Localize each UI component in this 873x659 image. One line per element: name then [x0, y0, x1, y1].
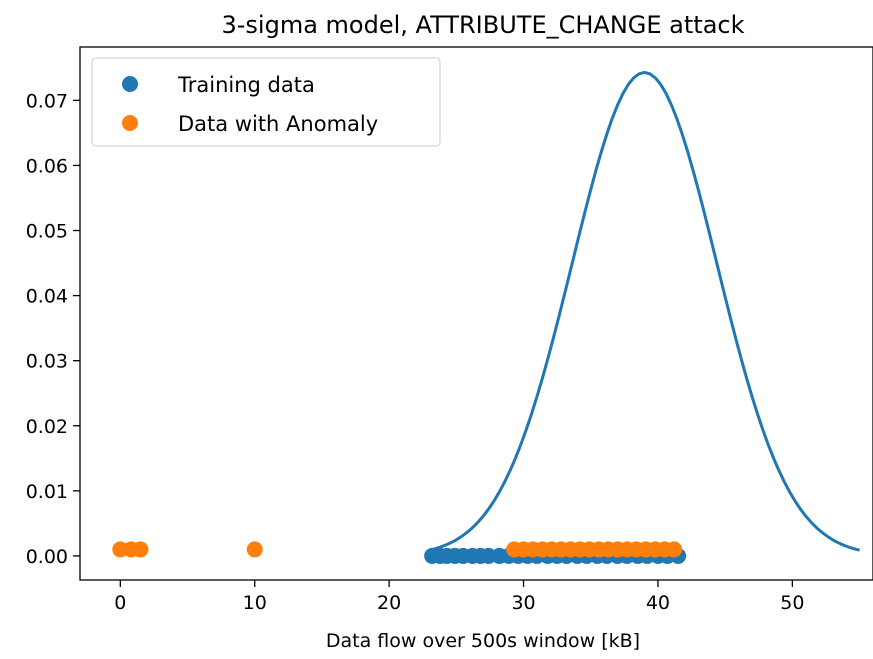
- legend-label-training: Training data: [177, 73, 315, 97]
- y-tick-label: 0.06: [26, 155, 68, 177]
- x-axis: 0 10 20 30 40 50: [114, 580, 804, 614]
- anomaly-data-point: [132, 541, 149, 558]
- y-tick-label: 0.03: [26, 351, 68, 373]
- x-tick-label: 30: [511, 592, 535, 614]
- legend-box: [91, 57, 441, 147]
- x-tick-label: 20: [377, 592, 401, 614]
- x-tick-label: 10: [243, 592, 267, 614]
- anomaly-data-point: [246, 541, 263, 558]
- anomaly-data-point: [666, 541, 683, 558]
- legend-label-anomaly: Data with Anomaly: [178, 112, 378, 136]
- y-axis: 0.00 0.01 0.02 0.03 0.04 0.05 0.06 0.07: [26, 90, 80, 568]
- legend-marker-anomaly: [122, 115, 138, 131]
- plot-frame: [79, 46, 873, 581]
- legend-marker-training: [122, 76, 138, 92]
- y-tick-label: 0.02: [26, 416, 68, 438]
- x-axis-label: Data flow over 500s window [kB]: [326, 630, 640, 652]
- legend: Training data Data with Anomaly: [91, 57, 441, 147]
- y-tick-label: 0.00: [26, 546, 68, 568]
- gaussian-curve: [429, 70, 860, 552]
- y-tick-label: 0.04: [26, 286, 68, 308]
- plot-area: [112, 70, 860, 564]
- y-tick-label: 0.07: [26, 90, 68, 112]
- y-tick-label: 0.05: [26, 221, 68, 243]
- y-tick-label: 0.01: [26, 481, 68, 503]
- x-tick-label: 40: [646, 592, 670, 614]
- x-tick-label: 50: [780, 592, 804, 614]
- x-tick-label: 0: [114, 592, 126, 614]
- chart-title: 3-sigma model, ATTRIBUTE_CHANGE attack: [222, 11, 745, 39]
